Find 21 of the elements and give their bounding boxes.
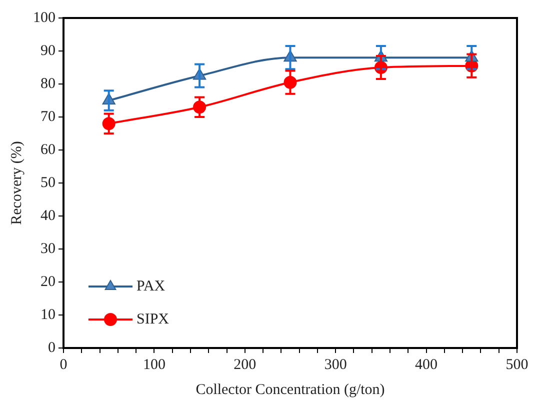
y-tick-label: 70 [40,108,56,125]
y-tick-label: 40 [40,208,56,224]
y-tick-label: 60 [40,142,56,158]
x-axis-title: Collector Concentration (g/ton) [196,382,385,398]
x-tick-label: 400 [415,356,438,373]
y-tick-label: 100 [33,10,56,26]
y-tick-label: 20 [40,274,56,290]
x-tick-label: 300 [324,356,347,373]
y-axis-title: Recovery (%) [8,141,25,225]
x-tick-label: 100 [142,356,166,373]
x-tick-label: 200 [234,356,256,373]
y-tick-label: 50 [40,174,56,191]
x-tick-label: 0 [60,356,68,373]
y-tick-label: 90 [40,42,56,59]
y-tick-label: 30 [40,240,56,257]
legend-label: SIPX [136,311,170,328]
x-tick-label: 500 [506,356,528,373]
legend-label: PAX [136,278,166,294]
y-tick-label: 10 [40,306,56,323]
y-tick-label: 0 [48,340,56,356]
y-tick-label: 80 [40,76,56,92]
